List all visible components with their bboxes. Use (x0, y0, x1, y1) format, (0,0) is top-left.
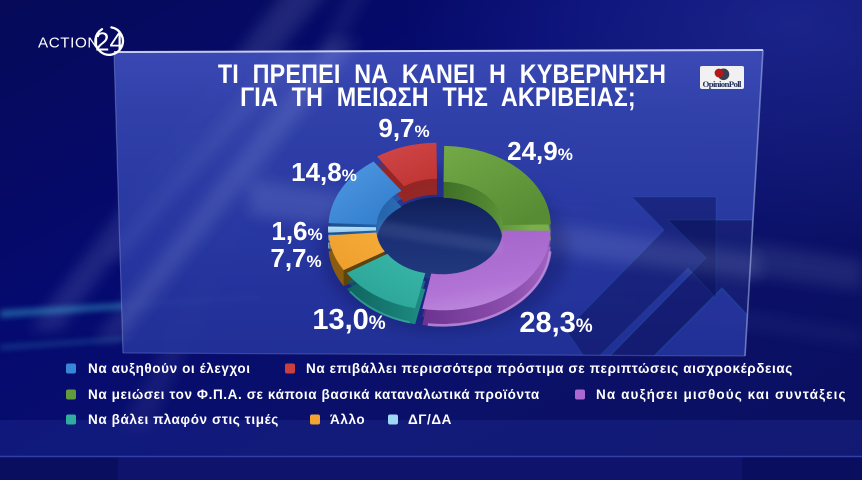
svg-text:Να βάλει πλαφόν στις τιμές: Να βάλει πλαφόν στις τιμές (88, 412, 279, 427)
svg-text:Να επιβάλλει περισσότερα πρόστ: Να επιβάλλει περισσότερα πρόστιμα σε περ… (306, 361, 793, 376)
svg-text:24: 24 (95, 27, 124, 57)
svg-text:Να αυξηθούν οι έλεγχοι: Να αυξηθούν οι έλεγχοι (88, 361, 251, 376)
svg-text:Άλλο: Άλλο (330, 412, 365, 427)
svg-text:ΓΙΑ ΤΗ ΜΕΙΩΣΗ ΤΗΣ ΑΚΡΙΒΕΙΑΣ;: ΓΙΑ ΤΗ ΜΕΙΩΣΗ ΤΗΣ ΑΚΡΙΒΕΙΑΣ; (240, 83, 636, 113)
svg-text:Να αυξήσει μισθούς και συντάξε: Να αυξήσει μισθούς και συντάξεις (596, 387, 847, 402)
svg-text:1,6%: 1,6% (271, 216, 322, 246)
svg-text:Να μειώσει τον Φ.Π.Α. σε κάποι: Να μειώσει τον Φ.Π.Α. σε κάποια βασικά κ… (88, 387, 540, 402)
svg-text:ACTION: ACTION (38, 35, 99, 52)
svg-text:OpinionPoll: OpinionPoll (703, 79, 743, 89)
svg-text:ΤΙ ΠΡΕΠΕΙ ΝΑ ΚΑΝΕΙ Η ΚΥΒΕΡΝΗΣΗ: ΤΙ ΠΡΕΠΕΙ ΝΑ ΚΑΝΕΙ Η ΚΥΒΕΡΝΗΣΗ (218, 60, 666, 90)
svg-text:ΔΓ/ΔΑ: ΔΓ/ΔΑ (408, 412, 452, 427)
